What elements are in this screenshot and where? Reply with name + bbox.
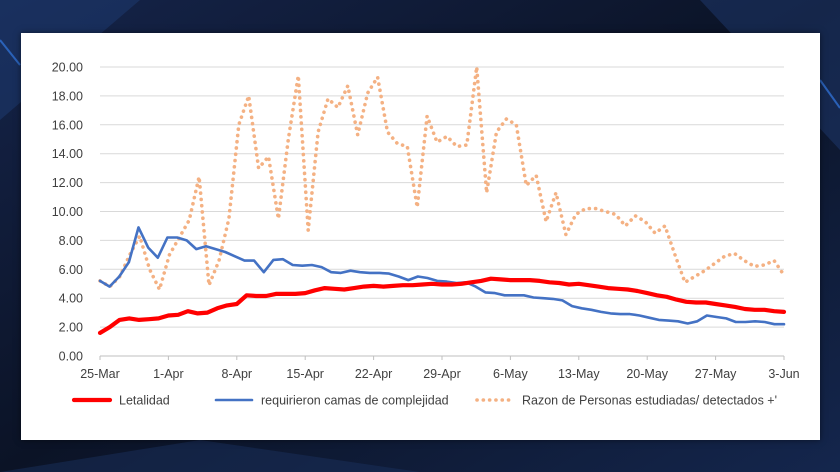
- line-chart: 0.00 2.00 4.00 6.00 8.00 10.00 12.00 14.00 16.00…: [52, 61, 800, 408]
- y-tick-label: 18.00: [52, 89, 83, 103]
- x-tick-label: 22-Apr: [355, 367, 393, 381]
- legend-label-3: Razon de Personas estudiadas/ detectados…: [522, 394, 777, 408]
- x-tick-label: 13-May: [558, 367, 600, 381]
- y-tick-label: 14.00: [52, 147, 83, 161]
- x-axis-ticks: 25-Mar 1-Apr 8-Apr 15-Apr 22-Apr 29-Apr 6-May 1…: [80, 356, 800, 381]
- x-tick-label: 27-May: [695, 367, 737, 381]
- series-line-2: [98, 226, 786, 326]
- bg-accent-line: [0, 39, 21, 66]
- y-tick-label: 10.00: [52, 205, 83, 219]
- x-tick-label: 3-Jun: [768, 367, 799, 381]
- y-tick-label: 8.00: [59, 234, 83, 248]
- x-tick-label: 1-Apr: [153, 367, 184, 381]
- bg-stripe: [0, 440, 420, 472]
- legend-label-1: Letalidad: [119, 394, 170, 408]
- x-tick-label: 6-May: [493, 367, 528, 381]
- series-lines: [97, 65, 787, 335]
- legend: Letalidad requirieron camas de complejida…: [71, 394, 777, 408]
- y-tick-label: 16.00: [52, 118, 83, 132]
- chart-card: 0.00 2.00 4.00 6.00 8.00 10.00 12.00 14.00 16.00…: [21, 33, 820, 440]
- series-line-1: [97, 276, 787, 335]
- x-tick-label: 8-Apr: [222, 367, 253, 381]
- y-tick-label: 20.00: [52, 61, 83, 75]
- x-tick-label: 25-Mar: [80, 367, 120, 381]
- x-tick-label: 15-Apr: [286, 367, 324, 381]
- legend-label-2: requirieron camas de complejidad: [261, 394, 449, 408]
- y-tick-label: 2.00: [59, 321, 83, 335]
- y-tick-label: 4.00: [59, 292, 83, 306]
- series-line-3: [98, 65, 786, 292]
- y-tick-label: 0.00: [59, 350, 83, 364]
- y-tick-label: 6.00: [59, 263, 83, 277]
- y-axis-ticks: 0.00 2.00 4.00 6.00 8.00 10.00 12.00 14.00 16.00…: [52, 61, 83, 364]
- bg-accent-line: [819, 79, 840, 109]
- y-tick-label: 12.00: [52, 176, 83, 190]
- gridlines: [100, 66, 784, 357]
- x-tick-label: 29-Apr: [423, 367, 461, 381]
- x-tick-label: 20-May: [626, 367, 668, 381]
